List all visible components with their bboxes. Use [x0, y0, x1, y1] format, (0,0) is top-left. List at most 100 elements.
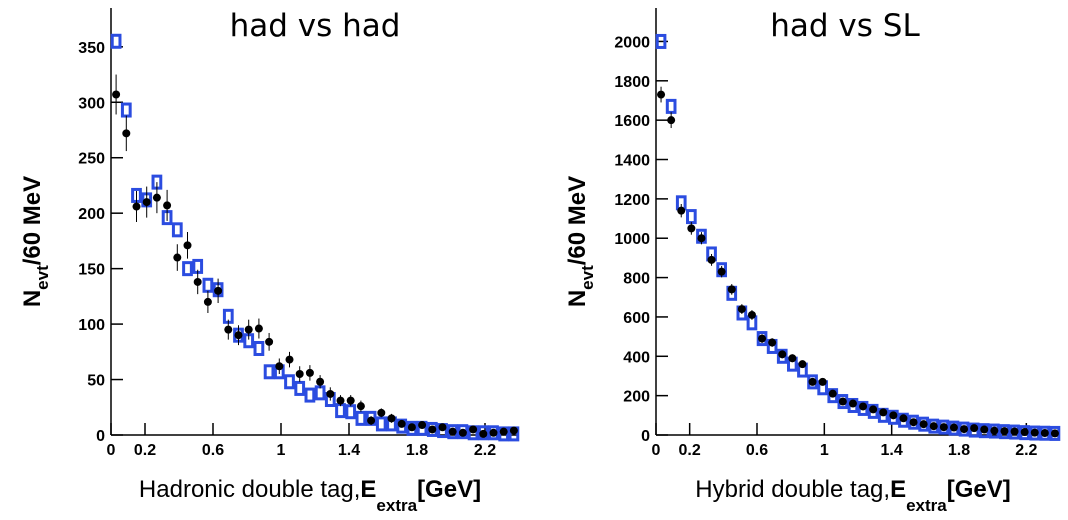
x-tick-label: 0	[107, 442, 116, 459]
data-point	[879, 408, 888, 417]
mc-square	[202, 277, 214, 293]
data-point	[717, 267, 726, 276]
data-point	[499, 427, 508, 436]
x-tick-label: 2.2	[474, 442, 496, 459]
mc-square	[867, 403, 879, 419]
x-tick-label: 0.2	[134, 442, 156, 459]
x-tick-label: 0.6	[746, 442, 768, 459]
data-point	[346, 396, 355, 405]
x-tick-label: 1	[277, 442, 286, 459]
data-point	[949, 423, 958, 432]
data-point	[438, 423, 447, 432]
data-point	[163, 201, 172, 210]
mc-square	[314, 385, 326, 401]
chart-title: had vs SL	[770, 8, 920, 44]
y-tick-label: 600	[623, 310, 650, 327]
x-label-unit: [GeV]	[417, 476, 481, 503]
x-axis-label: Hadronic double tag,Eextra[GeV]	[139, 476, 481, 515]
x-label-sub: extra	[376, 496, 417, 515]
x-label-sub: extra	[906, 496, 947, 515]
data-point	[909, 418, 918, 427]
mc-square	[345, 404, 357, 420]
mc-square	[304, 387, 316, 403]
data-point	[808, 377, 817, 386]
y-label-unit: /60 MeV	[19, 176, 46, 265]
mc-square	[978, 423, 990, 439]
data-point	[407, 423, 416, 432]
data-point	[1050, 429, 1059, 438]
panel: had vs SL 0 200 400 600 800 1000 1200 1400 1600 18…	[564, 8, 1061, 515]
data-point	[479, 429, 488, 438]
y-label-sub: evt	[578, 265, 597, 290]
data-point	[203, 297, 212, 306]
mc-square	[888, 409, 899, 425]
x-tick-label: 1.8	[948, 442, 970, 459]
data-point	[418, 421, 427, 430]
data-point	[838, 397, 847, 406]
y-label-sub: evt	[33, 265, 52, 290]
data-point	[316, 377, 325, 386]
data-point	[970, 424, 979, 433]
x-tick-label: 1.8	[406, 442, 428, 459]
data-point	[367, 416, 376, 425]
mc-square	[375, 416, 387, 432]
x-label-text: Hadronic double tag,	[139, 476, 360, 503]
x-label-unit: [GeV]	[947, 476, 1011, 503]
mc-square	[898, 412, 909, 428]
data-point	[377, 408, 386, 417]
data-point	[818, 377, 827, 386]
mc-square	[827, 388, 839, 404]
y-axis-label: Nevt/60 MeV	[564, 176, 597, 307]
data-point	[1030, 428, 1039, 437]
data-point	[960, 425, 969, 434]
y-tick-label: 1400	[614, 153, 650, 170]
data-point	[254, 324, 263, 333]
y-tick-label: 800	[623, 271, 650, 288]
x-axis-label: Hybrid double tag,Eextra[GeV]	[695, 476, 1010, 515]
data-point	[152, 193, 161, 202]
data-point	[356, 402, 365, 411]
data-point	[132, 202, 141, 211]
y-label-text: N	[564, 290, 591, 307]
y-tick-label: 350	[78, 40, 105, 57]
data-point	[788, 354, 797, 363]
y-tick-label: 150	[78, 262, 105, 279]
mc-square	[406, 420, 418, 436]
y-axis-label: Nevt/60 MeV	[19, 176, 52, 307]
data-point	[265, 337, 274, 346]
data-point	[737, 305, 746, 314]
x-label-symbol: E	[360, 476, 376, 503]
data-point	[778, 350, 787, 359]
data-point	[889, 411, 898, 420]
data-point	[234, 331, 243, 340]
data-point	[224, 325, 233, 334]
data-point	[428, 425, 437, 434]
mc-square	[477, 425, 489, 441]
x-tick-label: 2.2	[1015, 442, 1037, 459]
y-tick-label: 1000	[614, 231, 650, 248]
mc-square	[284, 374, 295, 390]
mc-square	[665, 98, 677, 114]
data-point	[275, 362, 284, 371]
y-tick-label: 0	[96, 428, 105, 445]
x-tick-label: 0.2	[679, 442, 701, 459]
y-tick-label: 50	[87, 373, 105, 390]
data-point	[183, 241, 192, 250]
data-point	[768, 338, 777, 347]
data-point	[112, 90, 121, 99]
mc-square	[857, 400, 869, 416]
mc-square	[686, 209, 697, 225]
data-point	[869, 405, 878, 414]
data-point	[747, 310, 756, 319]
mc-square	[120, 102, 132, 118]
data-point	[244, 325, 253, 334]
data-point	[489, 428, 498, 437]
y-tick-label: 300	[78, 95, 105, 112]
data-point	[193, 277, 202, 286]
data-point	[667, 116, 676, 125]
y-tick-label: 1200	[614, 192, 650, 209]
x-tick-label: 0.6	[202, 442, 224, 459]
mc-square	[253, 340, 265, 356]
mc-square	[171, 222, 183, 238]
